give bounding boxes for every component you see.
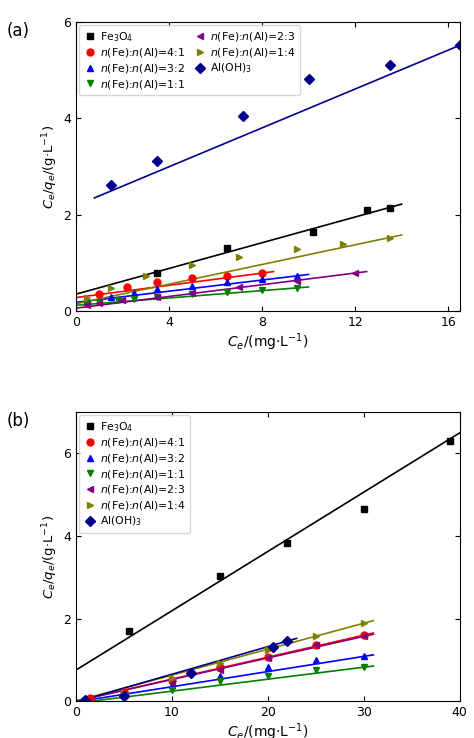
Text: (b): (b)	[7, 413, 30, 430]
Text: (a): (a)	[7, 22, 30, 40]
Y-axis label: $C_e$/$q_e$/(g·L$^{-1}$): $C_e$/$q_e$/(g·L$^{-1}$)	[41, 125, 60, 209]
X-axis label: $C_e$/(mg·L$^{-1}$): $C_e$/(mg·L$^{-1}$)	[227, 722, 309, 738]
Legend: Fe$_3$O$_4$, $n$(Fe):$n$(Al)=4:1, $n$(Fe):$n$(Al)=3:2, $n$(Fe):$n$(Al)=1:1, $n$(: Fe$_3$O$_4$, $n$(Fe):$n$(Al)=4:1, $n$(Fe…	[79, 25, 300, 95]
X-axis label: $C_e$/(mg·L$^{-1}$): $C_e$/(mg·L$^{-1}$)	[227, 331, 309, 354]
Legend: Fe$_3$O$_4$, $n$(Fe):$n$(Al)=4:1, $n$(Fe):$n$(Al)=3:2, $n$(Fe):$n$(Al)=1:1, $n$(: Fe$_3$O$_4$, $n$(Fe):$n$(Al)=4:1, $n$(Fe…	[79, 415, 190, 533]
Y-axis label: $C_e$/$q_e$/(g·L$^{-1}$): $C_e$/$q_e$/(g·L$^{-1}$)	[41, 514, 60, 599]
